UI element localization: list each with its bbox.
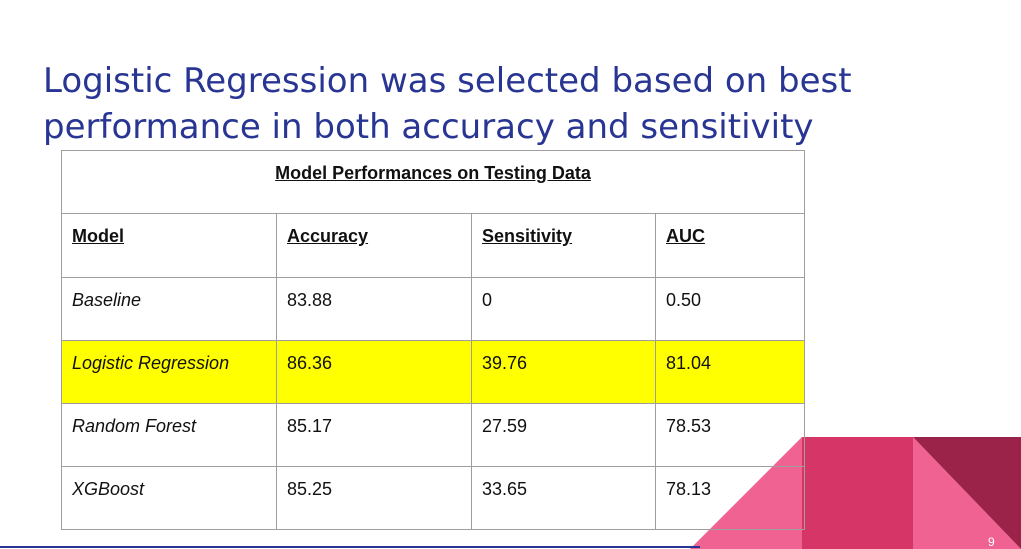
cell-accuracy: 85.25 [276,466,472,530]
cell-accuracy: 83.88 [276,277,472,341]
deco-triangle-dark [913,437,1021,549]
table-caption: Model Performances on Testing Data [60,150,806,214]
cell-auc: 78.13 [654,466,806,530]
table-header-row: Model Accuracy Sensitivity AUC [61,213,806,278]
cell-model: Logistic Regression [61,340,277,404]
cell-accuracy: 85.17 [276,403,472,467]
cell-auc: 78.53 [654,403,806,467]
cell-sensitivity: 33.65 [471,466,656,530]
performance-table: Model Performances on Testing Data Model… [60,150,806,530]
cell-auc: 81.04 [654,340,806,404]
table-caption-row: Model Performances on Testing Data [60,150,806,214]
cell-model: Random Forest [61,403,277,467]
header-accuracy: Accuracy [276,213,472,278]
cell-sensitivity: 27.59 [471,403,656,467]
cell-model: Baseline [61,277,277,341]
header-sensitivity: Sensitivity [471,213,656,278]
table-row: XGBoost 85.25 33.65 78.13 [61,466,806,530]
cell-auc: 0.50 [654,277,806,341]
deco-rect-magenta [802,437,913,549]
cell-accuracy: 86.36 [276,340,472,404]
table-row: Random Forest 85.17 27.59 78.53 [61,403,806,467]
table-row: Baseline 83.88 0 0.50 [61,277,806,341]
slide-title: Logistic Regression was selected based o… [43,61,852,147]
bottom-rule [0,546,700,548]
cell-model: XGBoost [61,466,277,530]
page-number: 9 [988,535,995,549]
cell-sensitivity: 39.76 [471,340,656,404]
cell-sensitivity: 0 [471,277,656,341]
header-model: Model [61,213,277,278]
header-auc: AUC [654,213,806,278]
table-row-highlighted: Logistic Regression 86.36 39.76 81.04 [61,340,806,404]
